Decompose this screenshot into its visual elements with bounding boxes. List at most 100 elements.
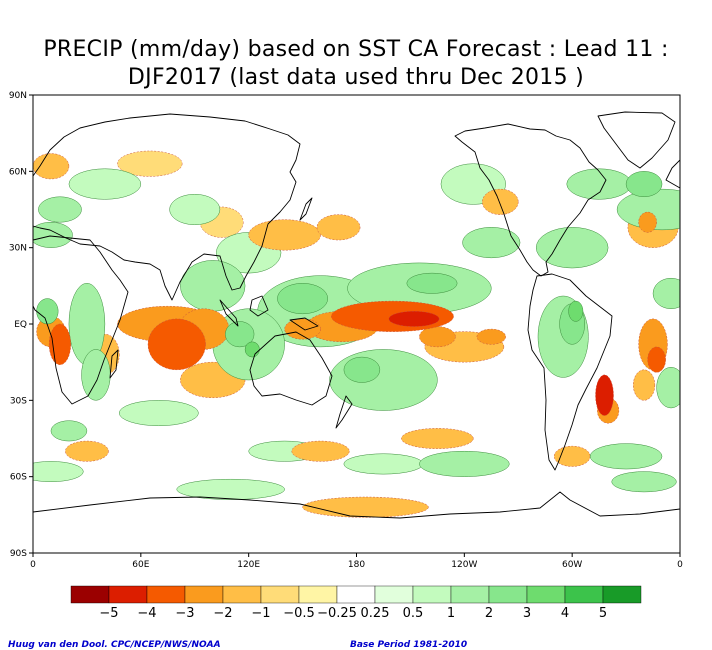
anomaly-region	[388, 311, 440, 327]
x-tick-label: 120E	[237, 560, 260, 570]
x-tick-label: 120W	[451, 560, 477, 570]
anomaly-region	[33, 461, 84, 483]
footer-credit: Huug van den Dool. CPC/NCEP/NWS/NOAA	[8, 640, 221, 650]
x-tick-label: 180	[348, 560, 365, 570]
anomaly-region	[284, 318, 321, 340]
anomaly-region	[244, 341, 260, 358]
chart-title: PRECIP (mm/day) based on SST CA Forecast…	[0, 36, 712, 92]
anomaly-region	[611, 471, 677, 493]
colorbar-swatch	[488, 585, 528, 604]
colorbar-label: −1	[251, 606, 270, 621]
coastline-africa	[33, 235, 129, 405]
anomaly-region	[638, 211, 657, 233]
anomaly-region	[81, 349, 111, 401]
anomaly-region	[68, 168, 142, 200]
colorbar-swatch	[108, 585, 148, 604]
anomaly-region	[180, 260, 246, 312]
anomaly-region	[476, 328, 506, 345]
anomaly-region	[553, 445, 591, 467]
anomaly-region	[291, 440, 350, 462]
y-tick-label: 90N	[9, 91, 27, 101]
anomaly-region	[176, 478, 285, 500]
colorbar-swatch	[412, 585, 452, 604]
coastline-japan	[299, 197, 313, 221]
colorbar-swatch	[374, 585, 414, 604]
anomaly-region	[302, 496, 429, 518]
anomaly-region	[595, 374, 614, 416]
anomaly-region	[462, 227, 521, 259]
coastline-borneo	[249, 295, 269, 317]
colorbar-label: 2	[485, 606, 493, 621]
x-tick-label: 60W	[562, 560, 582, 570]
colorbar-label: −4	[137, 606, 156, 621]
anomaly-region	[482, 188, 519, 215]
anomaly-region	[329, 349, 438, 411]
colorbar-swatch	[526, 585, 566, 604]
title-line-2: DJF2017 (last data used thru Dec 2015 )	[127, 65, 585, 90]
x-axis: 0 60E 120E 180 120W 60W 0	[30, 553, 683, 570]
coastline-south-america	[527, 273, 613, 471]
coastline-australia	[249, 331, 333, 406]
anomaly-region	[169, 193, 221, 226]
colorbar-label: 1	[447, 606, 455, 621]
coastline-greenland	[597, 111, 676, 169]
anomaly-region	[589, 443, 663, 470]
coastline-north-america	[454, 123, 607, 277]
anomaly-region	[117, 150, 183, 177]
anomaly-region	[616, 188, 680, 231]
coastline-eurasia	[33, 113, 680, 301]
coastline-antarctica	[33, 491, 680, 519]
colorbar-label: 3	[523, 606, 531, 621]
anomaly-region	[225, 321, 255, 348]
anomaly-region	[419, 450, 510, 477]
anomaly-region	[33, 153, 70, 180]
anomaly-region	[36, 298, 59, 325]
title-line-1: PRECIP (mm/day) based on SST CA Forecast…	[43, 37, 669, 62]
colorbar-label: 0.25	[361, 606, 390, 621]
colorbar-label: −3	[175, 606, 194, 621]
anomaly-region	[401, 428, 474, 449]
anomaly-region	[535, 227, 609, 269]
y-tick-label: 30N	[9, 244, 27, 254]
colorbar-label: −2	[213, 606, 232, 621]
coastline-madagascar	[109, 349, 119, 379]
colorbar-swatch	[602, 585, 642, 604]
coastline-sumatra	[219, 299, 239, 327]
x-tick-label: 60E	[132, 560, 149, 570]
anomaly-field	[33, 150, 680, 518]
colorbar-swatch	[70, 585, 110, 604]
y-tick-label: 60S	[10, 473, 27, 483]
anomaly-region	[316, 214, 361, 241]
y-tick-label: EQ	[14, 320, 27, 330]
y-axis: 90N 60N 30N EQ 30S 60S 90S	[9, 91, 33, 559]
x-tick-label: 0	[30, 560, 36, 570]
colorbar-swatch	[336, 585, 376, 604]
anomaly-region	[625, 171, 663, 198]
colorbar-label: −5	[99, 606, 118, 621]
colorbar-label: 0.5	[403, 606, 424, 621]
colorbar-label: −0.5	[283, 606, 315, 621]
anomaly-region	[38, 196, 82, 223]
footer-base-period: Base Period 1981-2010	[350, 640, 468, 650]
color-legend: −5 −4 −3 −2 −1 −0.5 −0.25 0.25 0.5 1 2 3 4 5	[70, 585, 642, 621]
anomaly-region	[633, 369, 656, 401]
colorbar-swatch	[260, 585, 300, 604]
x-tick-label: 0	[677, 560, 683, 570]
coastline-new-guinea	[289, 317, 319, 331]
colorbar-swatch	[184, 585, 224, 604]
colorbar-swatch	[146, 585, 186, 604]
colorbar-swatch	[222, 585, 262, 604]
anomaly-region	[33, 221, 73, 248]
colorbar-label: −0.25	[317, 606, 357, 621]
colorbar-swatch	[298, 585, 338, 604]
anomaly-region	[647, 346, 666, 373]
y-tick-label: 90S	[10, 549, 27, 559]
y-tick-label: 60N	[9, 167, 27, 177]
anomaly-region	[147, 318, 206, 371]
colorbar-label: 4	[561, 606, 569, 621]
anomaly-region	[568, 300, 584, 322]
colorbar-swatch	[564, 585, 604, 604]
colorbar-label: 5	[599, 606, 607, 621]
anomaly-region	[419, 326, 456, 348]
